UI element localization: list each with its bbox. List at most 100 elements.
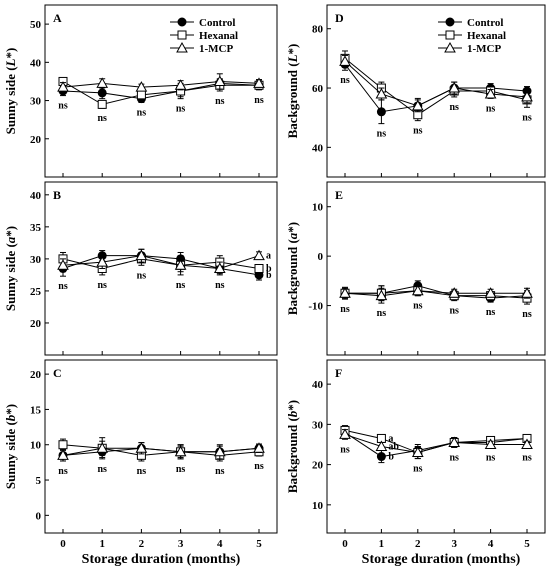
series-line [62, 80, 260, 88]
legend-label: Control [467, 17, 503, 29]
data-point [339, 287, 351, 298]
y-tick-label: 50 [30, 19, 42, 31]
series-line [62, 255, 260, 276]
series-line [344, 290, 527, 297]
y-tick-label: 0 [318, 251, 324, 263]
significance-label: ns [340, 75, 350, 86]
legend-marker [177, 17, 187, 27]
x-axis-title-left: Storage duration (months) [82, 552, 241, 567]
group-letter: a [388, 433, 393, 444]
series-line [62, 81, 259, 105]
x-tick-label: 2 [139, 538, 145, 550]
data-point [253, 77, 265, 88]
significance-label: ns [377, 129, 387, 140]
series-1-mcp [57, 73, 265, 93]
significance-label: ns [486, 103, 496, 114]
data-point [521, 438, 533, 449]
data-point [174, 259, 187, 270]
y-label-suffix: *) [3, 48, 18, 59]
plot-frame [44, 4, 278, 178]
series-line [62, 255, 260, 270]
data-point [213, 445, 226, 457]
series-hexanal [340, 50, 532, 122]
y-label-text: Background ( [285, 239, 300, 315]
y-axis-label: Sunny side (a*) [3, 226, 18, 311]
series-line [62, 258, 260, 270]
panel-letter: D [335, 11, 344, 25]
data-point [253, 249, 265, 261]
y-axis-label: Background (a*) [285, 222, 300, 315]
legend-marker [445, 30, 455, 40]
y-label-text: Background ( [285, 417, 300, 493]
data-point [411, 446, 424, 458]
chart-panel-d: 40 60 80 D Background (L*) ns ns ns ns ns ns Contro… [285, 4, 546, 178]
data-point [339, 55, 351, 66]
significance-label: ns [58, 281, 68, 292]
data-point [521, 287, 533, 298]
data-point [97, 88, 107, 98]
y-label-variable: L [285, 54, 300, 63]
data-point [448, 82, 461, 93]
data-point [96, 77, 109, 88]
significance-label: ns [413, 126, 423, 137]
y-label-text: Background ( [285, 62, 300, 138]
panel-letter: C [53, 366, 62, 380]
series-line [345, 290, 528, 299]
significance-label: ns [449, 306, 459, 317]
y-tick-label: 20 [30, 318, 42, 330]
significance-label: ns [176, 280, 186, 291]
significance-label: ns [340, 444, 350, 455]
data-point [484, 287, 497, 298]
panel-letter: E [335, 188, 343, 202]
group-letter: a [266, 251, 271, 262]
y-label-suffix: *) [285, 44, 300, 55]
significance-label: ns [377, 308, 387, 319]
x-tick-label: 3 [451, 538, 457, 550]
legend-marker [445, 17, 455, 27]
x-tick-label: 1 [99, 538, 105, 550]
x-tick-label: 0 [60, 538, 66, 550]
significance-label: ns [340, 304, 350, 315]
series-1-mcp [57, 437, 265, 462]
y-tick-label: 30 [30, 96, 42, 108]
y-tick-label: 30 [30, 254, 42, 266]
significance-label: ns [449, 102, 459, 113]
series-1-mcp [339, 54, 533, 113]
plot-frame [44, 359, 278, 534]
series-line [344, 64, 528, 113]
chart-panel-a: 20 30 40 50 A Sunny side (L*) ns ns ns ns ns ns Cont… [3, 4, 278, 178]
y-label-variable: L [3, 58, 18, 67]
legend-marker [176, 41, 188, 53]
data-point [96, 442, 109, 453]
y-label-suffix: *) [3, 226, 18, 237]
chart-panel-c: 0 5 10 15 20 0 1 2 3 4 5 C Sunny side (b*) ns ns ns ns ns… [3, 359, 278, 550]
data-point [96, 256, 109, 267]
data-point [57, 449, 69, 460]
x-axis-title: Storage duration (months) [362, 552, 521, 567]
y-label-variable: b [285, 410, 300, 417]
x-axis-title-right: Storage duration (months) [362, 552, 521, 567]
data-point [213, 262, 226, 273]
y-tick-label: 10 [312, 500, 324, 512]
significance-label: ns [215, 466, 225, 477]
significance-label: ns [254, 95, 264, 106]
y-tick-label: 40 [312, 379, 324, 391]
plot-frame [44, 181, 278, 356]
y-label-variable: b [3, 414, 18, 421]
significance-label: ns [449, 452, 459, 463]
group-letter: b [266, 264, 272, 275]
series-control [340, 427, 532, 464]
significance-label: ns [97, 280, 107, 291]
significance-label: ns [215, 280, 225, 291]
significance-label: ns [137, 466, 147, 477]
significance-label: ns [522, 112, 532, 123]
y-tick-label: 25 [30, 286, 42, 298]
legend-marker [444, 41, 456, 53]
legend-label: 1-MCP [467, 43, 501, 55]
data-point [484, 87, 497, 99]
series-line [344, 432, 528, 458]
significance-label: ns [486, 453, 496, 464]
series-line [62, 444, 260, 456]
